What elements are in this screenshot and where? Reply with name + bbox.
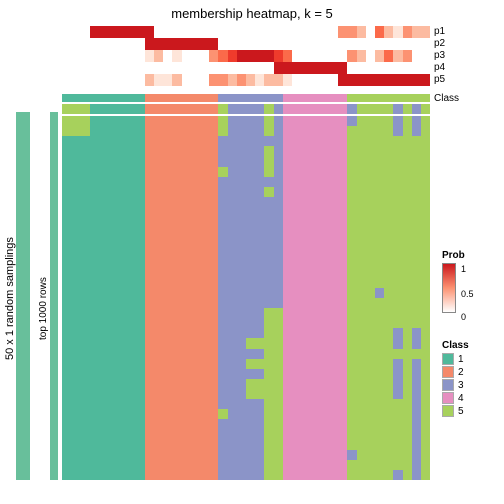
prob-row-label: p5 (434, 74, 445, 85)
top-tint-row (62, 104, 430, 114)
prob-row-label: p2 (434, 38, 445, 49)
class-legend: Class 12345 (442, 340, 469, 418)
prob-heatmap (62, 26, 430, 86)
sidebar-inner (50, 112, 58, 480)
ylabel-outer: 50 x 1 random samplings (4, 180, 16, 360)
class-legend-item: 2 (442, 366, 469, 378)
prob-row-label: p1 (434, 26, 445, 37)
prob-row-label: p3 (434, 50, 445, 61)
chart-title: membership heatmap, k = 5 (0, 6, 504, 21)
class-legend-item: 1 (442, 353, 469, 365)
prob-row-label: p4 (434, 62, 445, 73)
sidebar-outer (16, 112, 30, 480)
class-legend-item: 3 (442, 379, 469, 391)
class-legend-item: 4 (442, 392, 469, 404)
class-band-label: Class (434, 93, 459, 104)
ylabel-inner: top 1000 rows (38, 220, 49, 340)
class-legend-item: 5 (442, 405, 469, 417)
prob-legend: Prob 10.50 (442, 250, 465, 313)
main-heatmap (62, 116, 430, 480)
class-band (62, 94, 430, 102)
